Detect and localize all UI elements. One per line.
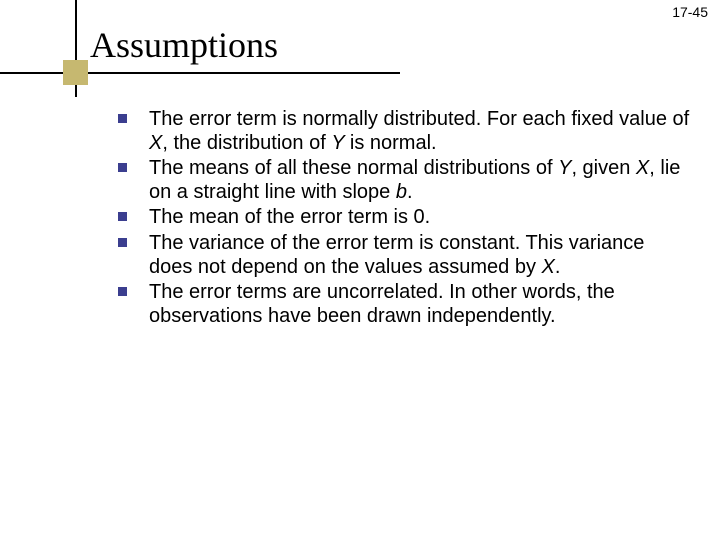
square-bullet-icon (118, 238, 127, 247)
bullet-item: The variance of the error term is consta… (118, 232, 692, 279)
title-underline (0, 72, 400, 74)
square-bullet-icon (118, 212, 127, 221)
slide: 17-45 Assumptions The error term is norm… (0, 0, 720, 540)
bullet-item: The error term is normally distributed. … (118, 108, 692, 155)
square-bullet-icon (118, 163, 127, 172)
slide-title: Assumptions (90, 24, 720, 66)
bullet-text: The means of all these normal distributi… (149, 157, 692, 204)
bullet-text: The mean of the error term is 0. (149, 206, 430, 230)
bullet-text: The error term is normally distributed. … (149, 108, 692, 155)
title-accent-square (63, 60, 88, 85)
bullet-item: The means of all these normal distributi… (118, 157, 692, 204)
square-bullet-icon (118, 287, 127, 296)
bullet-list: The error term is normally distributed. … (118, 108, 692, 330)
bullet-text: The error terms are uncorrelated. In oth… (149, 281, 692, 328)
bullet-item: The error terms are uncorrelated. In oth… (118, 281, 692, 328)
bullet-item: The mean of the error term is 0. (118, 206, 692, 230)
bullet-text: The variance of the error term is consta… (149, 232, 692, 279)
page-number: 17-45 (672, 4, 708, 20)
square-bullet-icon (118, 114, 127, 123)
title-region: Assumptions (0, 24, 720, 66)
